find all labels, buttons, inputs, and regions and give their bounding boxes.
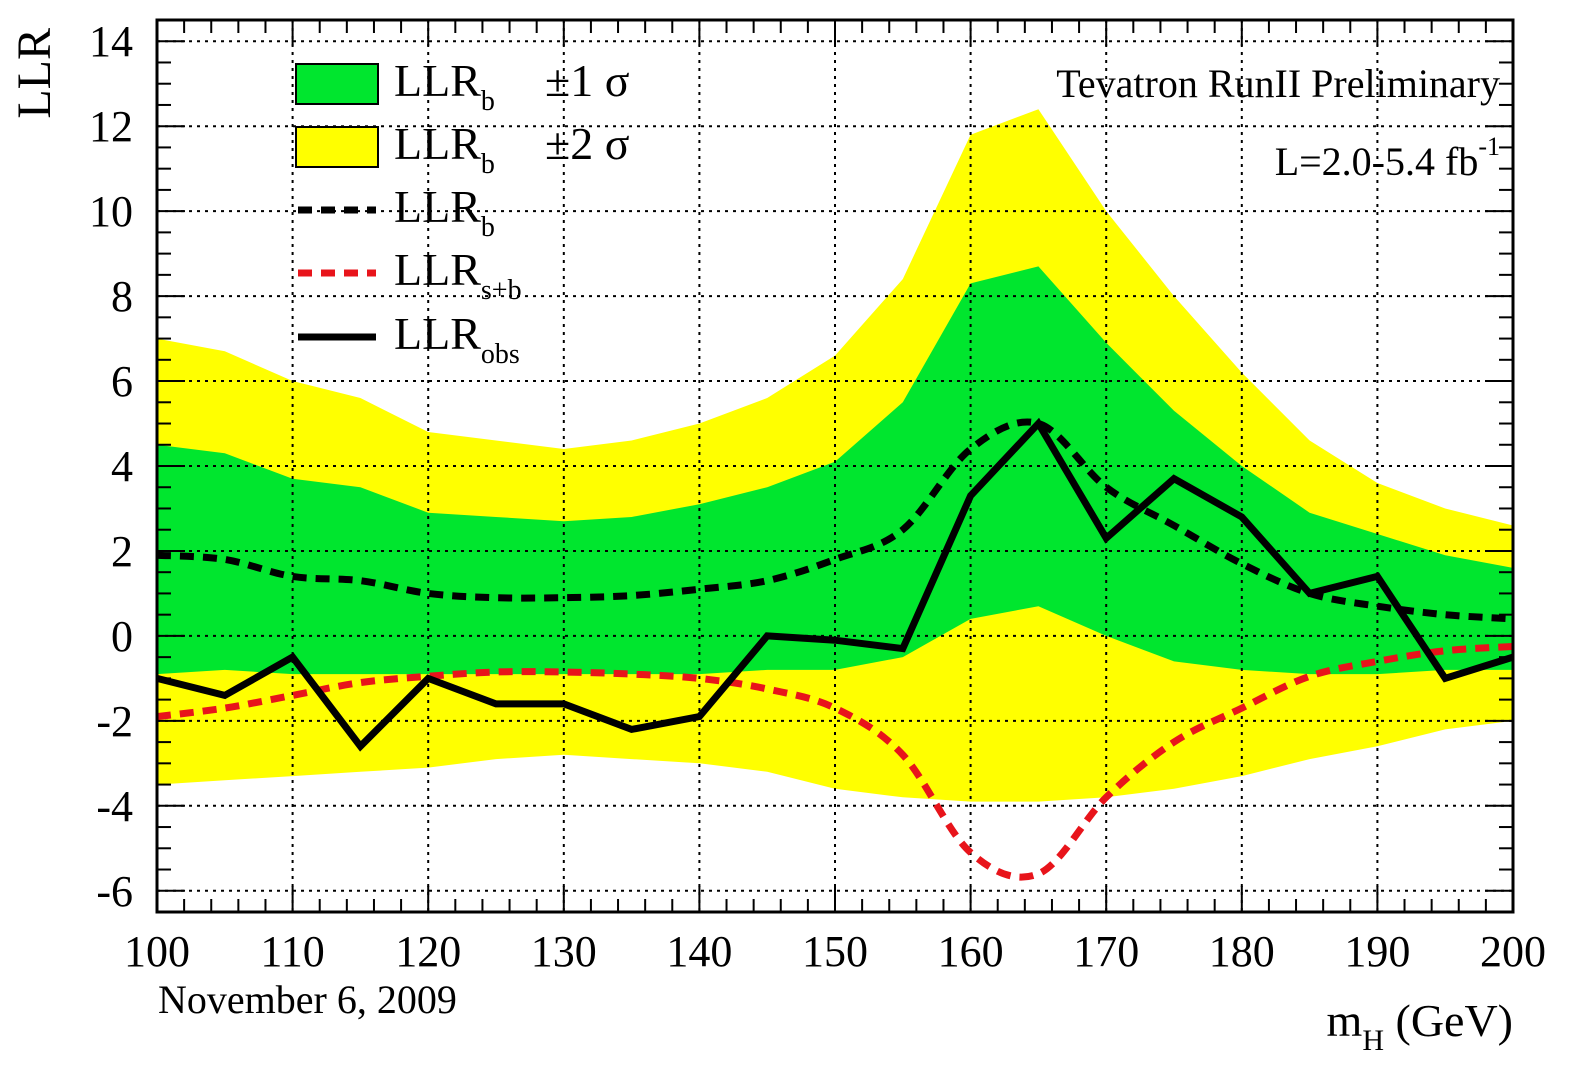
- x-tick-label: 100: [124, 927, 190, 976]
- legend-label-llr-sb: LLRs+b: [394, 244, 522, 306]
- y-tick-label: 0: [111, 612, 133, 661]
- legend-label-llr-obs: LLRobs: [394, 308, 520, 370]
- legend-main-llr-obs: LLR: [394, 308, 481, 359]
- legend-sub-1sigma: b: [481, 86, 495, 117]
- legend-main-llr-b: LLR: [394, 181, 481, 232]
- date-label: November 6, 2009: [158, 977, 457, 1022]
- y-tick-label: 10: [89, 187, 133, 236]
- y-tick-label: 14: [89, 17, 133, 66]
- x-tick-label: 120: [395, 927, 461, 976]
- x-tick-label: 170: [1073, 927, 1139, 976]
- x-tick-label: 140: [666, 927, 732, 976]
- x-axis-title: mH (GeV): [1327, 995, 1513, 1057]
- legend-sub-llr-obs: obs: [481, 339, 520, 370]
- x-tick-label: 110: [260, 927, 324, 976]
- legend-sub-llr-b: b: [481, 212, 495, 243]
- y-tick-label: 4: [111, 442, 133, 491]
- x-axis-title-unit: (GeV): [1384, 995, 1513, 1046]
- legend-main-2sigma: LLR: [394, 118, 481, 169]
- y-tick-label: 12: [89, 102, 133, 151]
- x-axis-title-main: m: [1327, 995, 1363, 1046]
- legend-swatch-2sigma: [295, 126, 379, 168]
- legend-label-1sigma: LLRb ±1 σ: [394, 55, 630, 117]
- legend-label-2sigma: LLRb ±2 σ: [394, 118, 630, 180]
- axes-layer: [155, 18, 1515, 914]
- legend-suffix-1sigma: ±1 σ: [545, 55, 630, 106]
- luminosity-sup: -1: [1478, 132, 1500, 161]
- series-layer: [156, 417, 1515, 881]
- x-tick-label: 190: [1344, 927, 1410, 976]
- legend-sub-llr-sb: s+b: [481, 275, 522, 306]
- x-tick-label: 150: [802, 927, 868, 976]
- x-tick-label: 130: [531, 927, 597, 976]
- y-tick-label: 8: [111, 272, 133, 321]
- legend-suffix-2sigma: ±2 σ: [545, 118, 630, 169]
- x-tick-label: 200: [1480, 927, 1546, 976]
- legend-main-1sigma: LLR: [394, 55, 481, 106]
- y-tick-label: -4: [96, 782, 133, 831]
- luminosity-main: L=2.0-5.4 fb: [1275, 139, 1479, 184]
- grid-layer: [157, 20, 1513, 912]
- experiment-label: Tevatron RunII Preliminary: [1056, 61, 1500, 106]
- y-tick-label: 2: [111, 527, 133, 576]
- y-tick-label: -6: [96, 867, 133, 916]
- legend: LLRb ±1 σ LLRb ±2 σ LLRb LLRs+b LLRobs: [295, 55, 630, 370]
- tick-labels-layer: 100 110 120 130 140 150 160 170 180 190 200 -6 -4 -2 0…: [89, 17, 1546, 976]
- legend-main-llr-sb: LLR: [394, 244, 481, 295]
- series-llr-sb: [156, 643, 1514, 881]
- y-tick-label: -2: [96, 697, 133, 746]
- legend-sub-2sigma: b: [481, 149, 495, 180]
- series-llr-obs: [156, 417, 1515, 752]
- series-llr-b: [156, 418, 1514, 623]
- x-tick-label: 160: [938, 927, 1004, 976]
- x-axis-title-sub: H: [1362, 1024, 1384, 1057]
- x-tick-label: 180: [1209, 927, 1275, 976]
- y-tick-label: 6: [111, 357, 133, 406]
- legend-label-llr-b: LLRb: [394, 181, 495, 243]
- luminosity-label: L=2.0-5.4 fb-1: [1275, 132, 1500, 184]
- y-axis-title: LLR: [8, 28, 61, 119]
- legend-swatch-1sigma: [295, 63, 379, 105]
